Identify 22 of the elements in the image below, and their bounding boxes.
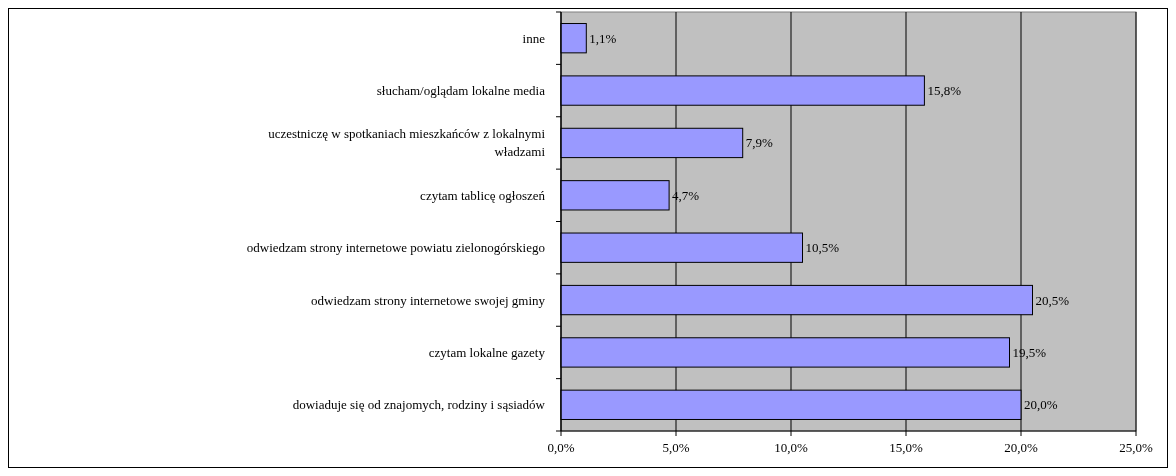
y-tick-label: odwiedzam strony internetowe powiatu zielonogórskiego xyxy=(246,240,545,256)
x-tick-label: 25,0% xyxy=(1119,440,1153,455)
x-tick-label: 20,0% xyxy=(1004,440,1038,455)
y-tick-label: dowiaduje się od znajomych, rodziny i sąsiadów xyxy=(292,397,546,413)
y-tick-label: czytam tablicę ogłoszeń xyxy=(420,187,546,203)
data-label: 19,5% xyxy=(1012,344,1047,360)
data-label: 7,9% xyxy=(745,135,773,151)
data-label: 15,8% xyxy=(927,83,962,99)
x-tick-label: 15,0% xyxy=(889,440,923,455)
x-tick-label: 10,0% xyxy=(774,440,808,455)
data-label: 4,7% xyxy=(672,187,700,203)
y-tick-label: inne xyxy=(522,30,546,46)
y-tick-label: uczestniczę w spotkaniach mieszkańców z lokalnymi władzami xyxy=(268,126,546,160)
x-tick-label: 0,0% xyxy=(547,440,575,455)
data-label: 10,5% xyxy=(805,240,840,256)
y-tick-label: czytam lokalne gazety xyxy=(428,344,546,360)
x-tick-label: 5,0% xyxy=(662,440,690,455)
data-label: 20,0% xyxy=(1024,397,1058,413)
data-label: 20,5% xyxy=(1035,292,1070,308)
y-tick-label: słucham/oglądam lokalne media xyxy=(376,83,546,99)
y-tick-label: odwiedzam strony internetowe swojej gminy xyxy=(311,292,546,308)
data-label: 1,1% xyxy=(589,30,617,46)
